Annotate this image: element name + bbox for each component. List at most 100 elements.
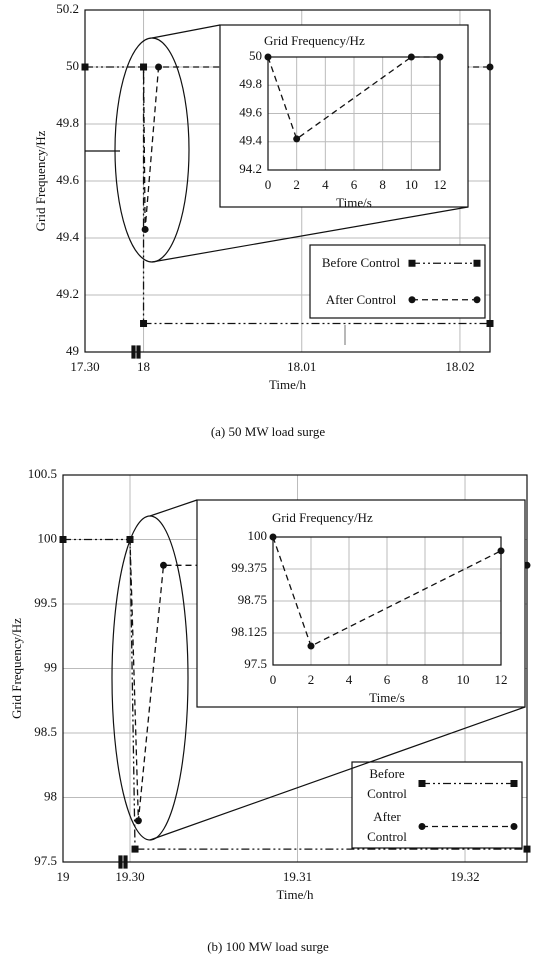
zoom-line (151, 206, 469, 263)
zoom-decoration-b (111, 499, 526, 869)
axis-break (136, 345, 141, 359)
x-tick-label: 19.31 (283, 869, 312, 884)
series-line (85, 66, 490, 325)
inset-frame (196, 499, 526, 708)
series-line (267, 56, 440, 140)
y-tick-label: 97.5 (244, 656, 267, 671)
y-tick-label: 50 (249, 48, 262, 63)
marker (307, 642, 315, 650)
y-tick-label: 99.375 (231, 560, 267, 575)
legend-text-box: After Control (367, 808, 407, 844)
x-tick-label: 18.01 (287, 359, 316, 374)
y-tick-label: 100.5 (28, 466, 57, 481)
y-tick-label: 98.5 (34, 724, 57, 739)
y-tick-label: 98 (44, 788, 57, 803)
series-line (63, 538, 527, 850)
x-tick-label: 12 (434, 177, 447, 192)
marker (269, 533, 277, 541)
marker (141, 225, 149, 233)
inset-title: Grid Frequency/Hz (264, 33, 365, 48)
marker (486, 63, 494, 71)
y-axis-label: Grid Frequency/Hz (9, 618, 24, 719)
y-tick-label: 49.4 (239, 133, 262, 148)
legend-marker (418, 780, 426, 787)
zoom-line (151, 24, 221, 39)
legend-label: Before Control (367, 765, 407, 801)
x-tick-label: 8 (379, 177, 386, 192)
plot-frame (272, 536, 502, 666)
legend-box (351, 761, 523, 849)
legend-marker (473, 296, 481, 304)
y-tick-label: 49.2 (56, 286, 79, 301)
x-tick-label: 18.02 (445, 359, 474, 374)
x-tick-label: 6 (351, 177, 358, 192)
y-tick-label: 97.5 (34, 853, 57, 868)
y-axis-label: Grid Frequency/Hz (33, 130, 48, 231)
y-tick-label: 98.125 (231, 624, 267, 639)
caption: (b) 100 MW load surge (207, 939, 329, 954)
y-tick-label: 49.6 (239, 104, 262, 119)
x-tick-label: 4 (346, 672, 353, 687)
x-tick-label: 18 (137, 359, 150, 374)
inset-frame (219, 24, 469, 208)
axis-break (131, 345, 136, 359)
legend-marker (510, 823, 518, 830)
zoom-line (149, 499, 198, 517)
marker (497, 547, 505, 555)
zoom-line (149, 706, 526, 841)
y-tick-label: 98.75 (238, 592, 267, 607)
y-tick-label: 49.8 (56, 115, 79, 130)
inset-a: 94.2 49.4 49.6 49.8 50 0 2 4 6 8 10 12 Grid Frequenc… (239, 33, 446, 210)
y-tick-label: 50.2 (56, 1, 79, 16)
x-tick-label: 0 (270, 672, 277, 687)
marker (407, 53, 415, 61)
legend-label: After Control (367, 808, 407, 844)
legend-text-box: Before Control (321, 255, 401, 271)
series-line (129, 539, 527, 821)
zoom-decoration-a (85, 24, 469, 359)
x-tick-label: 19 (57, 869, 70, 884)
marker (140, 63, 148, 71)
zoom-ellipse (111, 515, 189, 841)
y-tick-label: 49.8 (239, 76, 262, 91)
legend-text-box: After Control (325, 291, 397, 307)
y-tick-label: 49 (66, 343, 79, 358)
y-tick-label: 49.4 (56, 229, 79, 244)
x-axis-label: Time/s (336, 195, 372, 210)
legend-marker (408, 259, 416, 267)
legend-marker (473, 259, 481, 267)
legend-label: After Control (325, 291, 397, 307)
plot-frame (267, 56, 441, 171)
x-tick-label: 10 (405, 177, 418, 192)
marker (131, 845, 139, 853)
marker (140, 320, 148, 327)
y-tick-label: 50 (66, 58, 79, 73)
marker (523, 845, 531, 853)
inset-title: Grid Frequency/Hz (272, 510, 373, 525)
x-tick-label: 6 (384, 672, 391, 687)
x-tick-label: 19.30 (115, 869, 144, 884)
x-axis-label: Time/s (369, 690, 405, 705)
x-tick-label: 0 (265, 177, 272, 192)
legend-text-box: Before Control (367, 765, 407, 801)
caption: (a) 50 MW load surge (211, 424, 326, 439)
marker (160, 561, 168, 569)
x-tick-label: 12 (495, 672, 508, 687)
y-tick-label: 100 (248, 528, 268, 543)
x-tick-label: 2 (308, 672, 315, 687)
y-tick-label: 100 (38, 530, 58, 545)
y-tick-label: 94.2 (239, 161, 262, 176)
marker (155, 63, 163, 71)
legend-marker (418, 823, 426, 830)
marker (436, 53, 444, 61)
x-tick-label: 8 (422, 672, 429, 687)
legend-marker (510, 780, 518, 787)
inset-b: 97.5 98.125 98.75 99.375 100 0 2 4 6 8 10 12 Grid Fr… (231, 510, 507, 705)
x-tick-label: 4 (322, 177, 329, 192)
x-axis-label: Time/h (269, 377, 307, 392)
x-tick-label: 10 (457, 672, 470, 687)
legend-label: Before Control (321, 255, 401, 271)
